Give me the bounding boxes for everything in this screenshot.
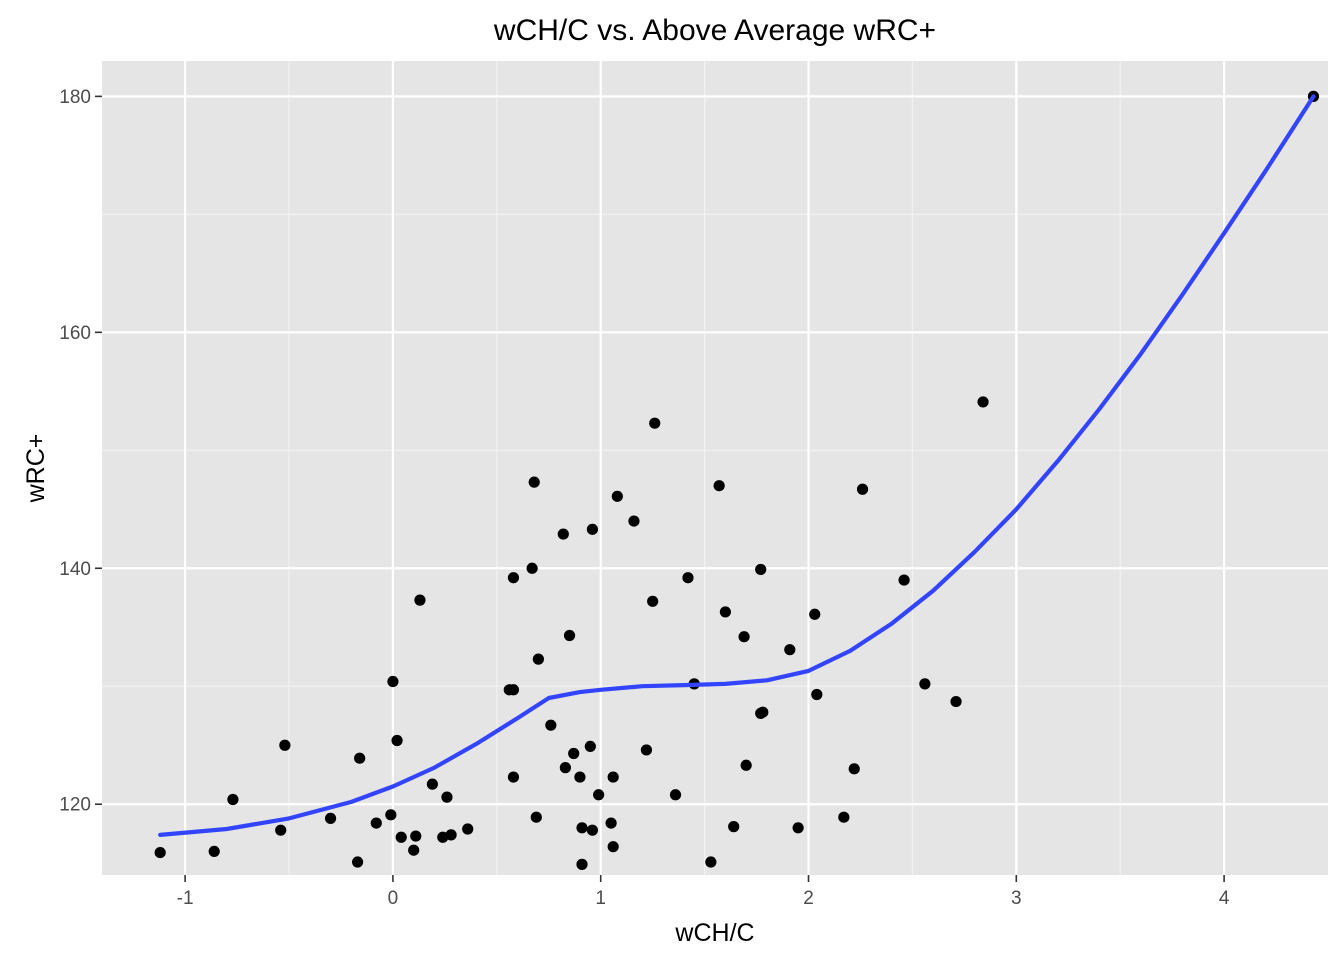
data-point bbox=[408, 844, 420, 856]
data-point bbox=[391, 734, 403, 747]
data-point bbox=[809, 608, 821, 620]
y-tick-label: 120 bbox=[59, 795, 91, 816]
y-tick-label: 140 bbox=[59, 559, 91, 580]
x-axis-title: wCH/C bbox=[674, 919, 754, 947]
data-point bbox=[605, 817, 617, 829]
data-point bbox=[607, 771, 619, 783]
data-point bbox=[647, 595, 659, 607]
data-point bbox=[387, 675, 399, 688]
major-gridlines bbox=[102, 61, 1328, 875]
data-point bbox=[784, 644, 796, 656]
data-point bbox=[593, 789, 605, 801]
data-point bbox=[559, 762, 571, 774]
data-point bbox=[414, 594, 426, 606]
x-tick-label: -1 bbox=[177, 888, 194, 909]
x-tick-label: 1 bbox=[595, 888, 606, 909]
data-point bbox=[426, 778, 438, 790]
loess-smooth-line bbox=[158, 94, 1316, 837]
data-point bbox=[227, 793, 239, 806]
data-point bbox=[584, 740, 596, 753]
data-point bbox=[628, 515, 640, 527]
data-point bbox=[279, 739, 291, 751]
data-point bbox=[563, 629, 576, 642]
data-point bbox=[354, 752, 366, 764]
data-point bbox=[856, 483, 869, 495]
data-point bbox=[611, 490, 623, 502]
x-tick-label: 0 bbox=[388, 888, 399, 909]
data-point bbox=[441, 791, 453, 803]
data-point bbox=[607, 841, 619, 853]
plot-panel bbox=[102, 61, 1328, 875]
data-point bbox=[507, 572, 520, 584]
x-tick-label: 3 bbox=[1011, 888, 1022, 909]
data-point bbox=[848, 763, 860, 775]
data-point bbox=[738, 631, 750, 643]
data-point bbox=[154, 846, 166, 859]
data-point bbox=[576, 858, 588, 870]
data-point bbox=[385, 809, 397, 821]
x-axis: -1 0 1 2 3 4 bbox=[177, 875, 1230, 909]
data-point bbox=[324, 812, 337, 824]
y-axis-title: wRC+ bbox=[22, 434, 50, 504]
x-tick-label: 4 bbox=[1219, 888, 1230, 909]
data-point bbox=[649, 417, 661, 429]
data-point bbox=[740, 759, 752, 771]
data-point bbox=[574, 771, 586, 783]
data-point bbox=[532, 653, 544, 665]
data-point bbox=[898, 574, 910, 586]
data-point bbox=[576, 822, 588, 834]
data-point bbox=[445, 829, 457, 841]
data-point bbox=[669, 789, 682, 801]
data-point bbox=[950, 695, 962, 708]
data-point bbox=[351, 856, 364, 868]
data-point bbox=[395, 831, 407, 843]
data-point bbox=[275, 824, 287, 836]
data-point bbox=[507, 771, 520, 783]
data-point bbox=[370, 817, 382, 829]
data-point bbox=[586, 824, 599, 836]
data-point bbox=[728, 821, 740, 833]
data-point bbox=[640, 744, 653, 756]
data-point bbox=[755, 563, 767, 576]
data-point bbox=[545, 719, 557, 731]
y-tick-label: 160 bbox=[59, 323, 91, 344]
data-point bbox=[208, 845, 220, 858]
data-point bbox=[719, 606, 731, 618]
data-point bbox=[682, 572, 694, 584]
data-point bbox=[557, 528, 569, 540]
data-point bbox=[568, 747, 580, 760]
data-point bbox=[705, 856, 717, 868]
data-point bbox=[977, 396, 989, 408]
data-point bbox=[410, 830, 422, 842]
data-point bbox=[792, 822, 804, 834]
data-point bbox=[838, 811, 850, 823]
y-axis: 120 140 160 180 bbox=[59, 87, 102, 816]
y-tick-label: 180 bbox=[59, 87, 91, 108]
data-point bbox=[507, 684, 520, 696]
data-point bbox=[811, 688, 823, 701]
data-point bbox=[713, 480, 725, 492]
data-point bbox=[586, 523, 599, 535]
data-point bbox=[528, 476, 540, 488]
data-point bbox=[530, 811, 542, 823]
data-point bbox=[526, 562, 538, 574]
data-point bbox=[757, 706, 769, 718]
chart-title: wCH/C vs. Above Average wRC+ bbox=[493, 14, 936, 47]
data-point bbox=[462, 823, 474, 835]
x-tick-label: 2 bbox=[803, 888, 814, 909]
data-point bbox=[919, 678, 931, 690]
